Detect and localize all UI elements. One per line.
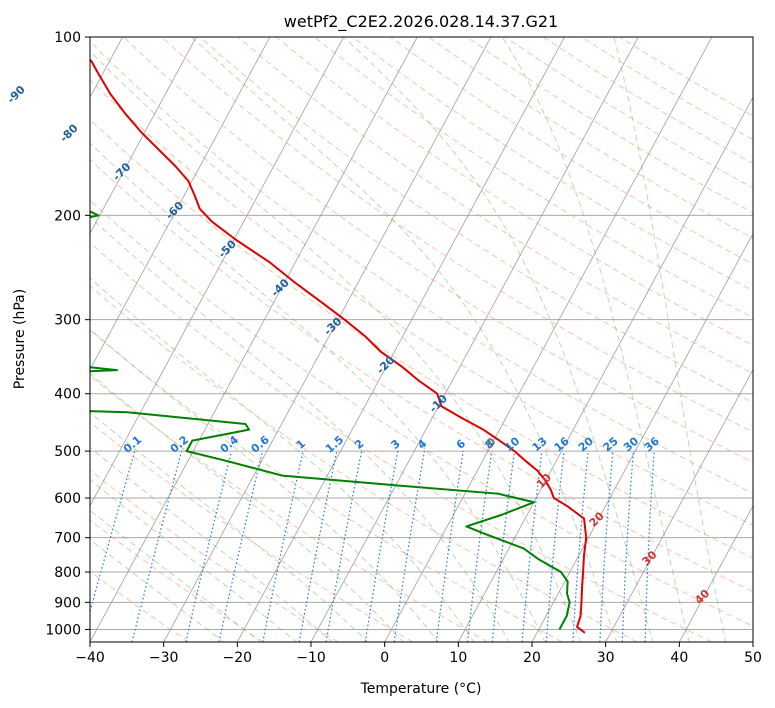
mixing-ratio-line — [466, 451, 493, 642]
mixing-ratio-line — [185, 450, 233, 642]
isotherm-line — [90, 37, 418, 642]
moist-adiabats — [90, 37, 727, 642]
isotherm-line — [163, 37, 492, 642]
isotherm-line — [384, 37, 713, 642]
x-tick-label: 50 — [744, 650, 762, 666]
x-tick-label: 10 — [449, 650, 467, 666]
y-tick-label: 300 — [54, 313, 81, 329]
moist-adiabat — [90, 479, 298, 642]
dry-adiabat — [90, 158, 753, 593]
isotherm-line — [605, 368, 753, 642]
dry-adiabat — [90, 469, 339, 642]
moist-adiabat — [90, 277, 475, 642]
y-tick-label: 200 — [54, 208, 81, 224]
y-tick-label: 500 — [54, 444, 81, 460]
mixing-ratio-line — [521, 451, 543, 642]
y-tick-label: 900 — [54, 595, 81, 611]
dry-adiabat — [90, 285, 638, 642]
x-tick-label: 20 — [523, 650, 541, 666]
moist-adiabat — [90, 411, 369, 642]
chart-title: wetPf2_C2E2.2026.028.14.37.G21 — [284, 12, 558, 32]
moist-adiabat — [90, 372, 404, 642]
x-axis-label: Temperature (°C) — [360, 681, 482, 697]
sounding-traces — [90, 58, 588, 634]
isotherm-lines — [90, 37, 753, 642]
dewpoint-trace — [90, 210, 571, 630]
x-tick-label: 0 — [380, 650, 389, 666]
isotherm-line — [90, 37, 197, 235]
isotherm-line — [90, 37, 271, 371]
dry-adiabat — [90, 570, 190, 642]
y-tick-label: 400 — [54, 387, 81, 403]
dry-adiabat — [313, 37, 753, 319]
dry-adiabat — [199, 37, 753, 404]
y-tick-label: 600 — [54, 491, 81, 507]
temperature-trace — [90, 58, 588, 634]
isotherm-line — [236, 37, 565, 642]
isotherm-line — [90, 37, 344, 507]
dry-adiabat — [90, 374, 488, 642]
moist-adiabat — [90, 50, 582, 642]
dry-adiabat — [352, 37, 753, 292]
dry-adiabat — [123, 37, 753, 463]
moist-adiabat — [90, 142, 546, 642]
mixing-ratio-lines — [90, 450, 655, 642]
x-tick-label: −20 — [223, 650, 253, 666]
isotherm-line — [457, 96, 753, 642]
dry-adiabat — [90, 421, 414, 642]
mixing-ratio-line — [435, 451, 464, 642]
dry-adiabat — [161, 37, 753, 433]
x-tick-label: −30 — [149, 650, 179, 666]
moist-adiabat — [501, 37, 690, 642]
mixing-ratio-line — [131, 450, 183, 642]
y-tick-label: 700 — [54, 531, 81, 547]
y-tick-label: 100 — [54, 30, 81, 46]
moist-adiabat — [343, 37, 654, 642]
y-axis: 100 200 300 400 500 600 700 800 900 1000 — [45, 30, 90, 638]
dry-adiabat — [90, 200, 753, 627]
x-axis: −40 −30 −20 −10 0 10 20 30 40 50 — [75, 642, 762, 666]
x-tick-label: −10 — [296, 650, 326, 666]
plot-frame — [89, 36, 754, 643]
x-tick-label: −40 — [75, 650, 105, 666]
dry-adiabat — [90, 329, 563, 642]
mixing-ratio-line — [491, 451, 516, 642]
y-tick-label: 800 — [54, 565, 81, 581]
moist-adiabat — [90, 446, 333, 642]
mixing-ratio-line — [572, 451, 589, 642]
dry-adiabat — [90, 118, 753, 559]
mixing-ratio-line — [393, 450, 425, 642]
x-tick-label: 30 — [597, 650, 615, 666]
pressure-gridlines — [90, 37, 753, 630]
moist-adiabat — [90, 328, 440, 642]
mixing-ratio-line — [218, 450, 264, 642]
plot-area — [90, 37, 753, 642]
mixing-ratio-line — [545, 451, 565, 642]
y-axis-label: Pressure (hPa) — [12, 289, 28, 389]
moist-adiabat — [191, 37, 618, 642]
mixing-ratio-line — [90, 450, 136, 614]
moist-adiabat — [613, 37, 727, 642]
moist-adiabat — [90, 216, 510, 642]
y-tick-label: 1000 — [45, 622, 81, 638]
isotherm-line — [678, 504, 753, 642]
x-tick-label: 40 — [670, 650, 688, 666]
dry-adiabat — [275, 37, 753, 346]
